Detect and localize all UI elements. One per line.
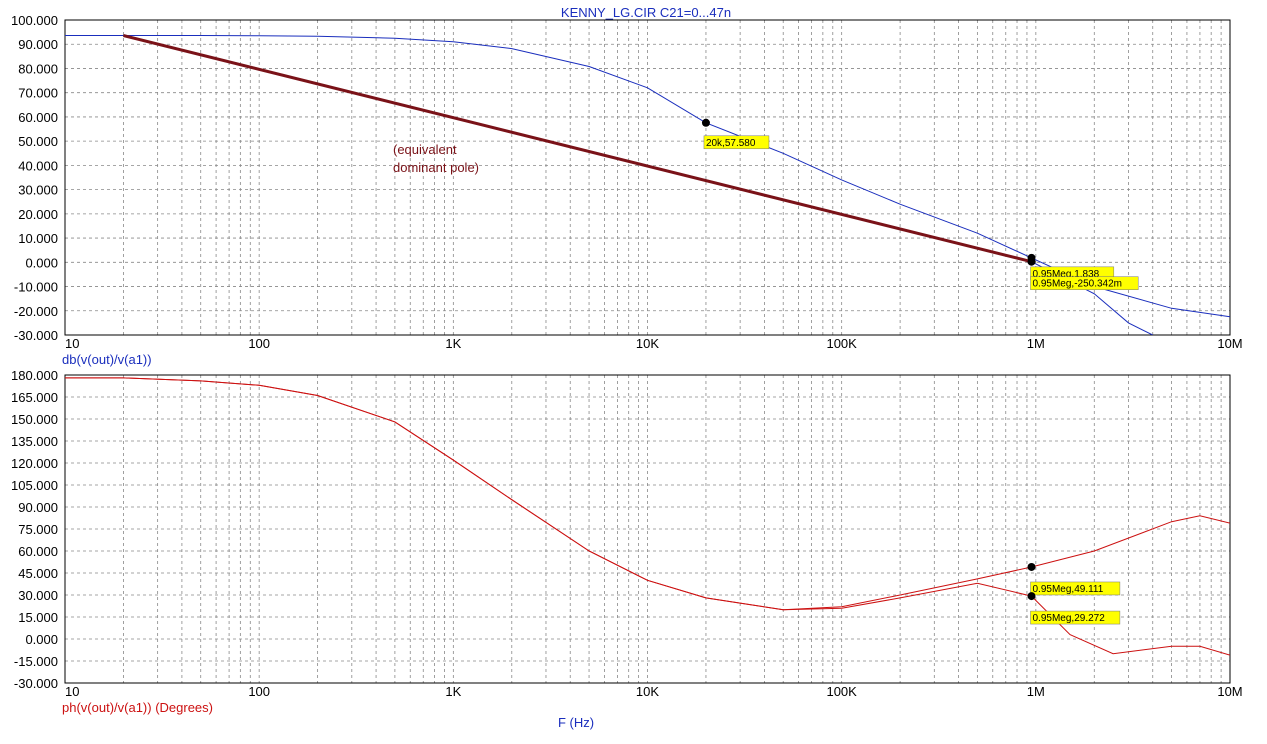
y-tick-label: 120.000 — [11, 456, 58, 471]
x-tick-label: 1K — [445, 684, 461, 699]
cursor-point — [1027, 592, 1036, 601]
y-tick-label: 30.000 — [18, 588, 58, 603]
cursor-label-box — [1030, 581, 1121, 596]
y-tick-label: 30.000 — [18, 183, 58, 198]
x-tick-label: 10M — [1217, 684, 1242, 699]
y-tick-label: 180.000 — [11, 368, 58, 383]
annotation-line-1: (equivalent — [393, 142, 457, 157]
y-tick-label: 0.000 — [25, 255, 58, 270]
y-tick-label: -30.000 — [14, 676, 58, 691]
y-tick-label: 90.000 — [18, 37, 58, 52]
annotation-line-2: dominant pole) — [393, 160, 479, 175]
x-tick-label: 10 — [65, 684, 79, 699]
cursor-point — [1027, 257, 1036, 266]
y-tick-label: 60.000 — [18, 110, 58, 125]
x-tick-label: 1M — [1027, 684, 1045, 699]
cursor-point — [701, 118, 710, 127]
y-tick-label: 165.000 — [11, 390, 58, 405]
y-tick-label: -20.000 — [14, 304, 58, 319]
phase-panel: 10 100 1K 10K 100K 1M 10M 180.000 165.000 150.000… — [11, 368, 1243, 715]
x-axis-label: F (Hz) — [558, 715, 594, 730]
x-tick-label: 100 — [248, 684, 270, 699]
cursor-label-box — [1030, 276, 1139, 290]
y-tick-label: 105.000 — [11, 478, 58, 493]
cursor-label: 0.95Meg,-250.342m — [1033, 279, 1123, 290]
y-tick-label: 100.000 — [11, 13, 58, 28]
cursor-label-box — [1030, 610, 1121, 625]
y-tick-label: 15.000 — [18, 610, 58, 625]
x-tick-label: 100K — [826, 336, 857, 351]
y-tick-label: 10.000 — [18, 231, 58, 246]
y-axis-label: ph(v(out)/v(a1)) (Degrees) — [62, 700, 213, 715]
y-tick-label: 0.000 — [25, 632, 58, 647]
y-tick-label: 50.000 — [18, 134, 58, 149]
cursor-point — [1027, 562, 1036, 571]
y-tick-label: -30.000 — [14, 328, 58, 343]
x-tick-label: 100K — [826, 684, 857, 699]
y-tick-label: 60.000 — [18, 544, 58, 559]
cursor-label: 0.95Meg,1.838 — [1033, 269, 1100, 280]
y-tick-label: 70.000 — [18, 86, 58, 101]
x-tick-label: 1K — [445, 336, 461, 351]
magnitude-panel: 10 100 1K 10K 100K 1M 10M 100.000 90.000 80.000 70… — [11, 13, 1243, 367]
y-tick-label: 150.000 — [11, 412, 58, 427]
y-axis-label: db(v(out)/v(a1)) — [62, 352, 152, 367]
x-tick-label: 10K — [636, 684, 659, 699]
x-tick-label: 1M — [1027, 336, 1045, 351]
cursor-label: 0.95Meg,49.111 — [1033, 584, 1104, 595]
plot-frame — [64, 374, 1231, 684]
cursor-label: 20k,57.580 — [706, 138, 756, 149]
y-tick-label: 45.000 — [18, 566, 58, 581]
y-tick-label: -10.000 — [14, 280, 58, 295]
plot-frame — [64, 19, 1231, 336]
y-tick-label: 20.000 — [18, 207, 58, 222]
y-tick-label: -15.000 — [14, 654, 58, 669]
y-tick-label: 75.000 — [18, 522, 58, 537]
chart-title: KENNY_LG.CIR C21=0...47n — [561, 5, 731, 20]
cursor-label: 0.95Meg,29.272 — [1033, 613, 1106, 624]
y-tick-label: 80.000 — [18, 61, 58, 76]
x-tick-label: 10M — [1217, 336, 1242, 351]
y-tick-label: 135.000 — [11, 434, 58, 449]
y-tick-label: 90.000 — [18, 500, 58, 515]
y-tick-label: 40.000 — [18, 158, 58, 173]
x-tick-label: 10 — [65, 336, 79, 351]
x-tick-label: 100 — [248, 336, 270, 351]
series-line-dark_red — [123, 34, 1032, 264]
series-line-red — [65, 377, 1230, 656]
x-tick-label: 10K — [636, 336, 659, 351]
cursor-label-box — [703, 135, 770, 150]
